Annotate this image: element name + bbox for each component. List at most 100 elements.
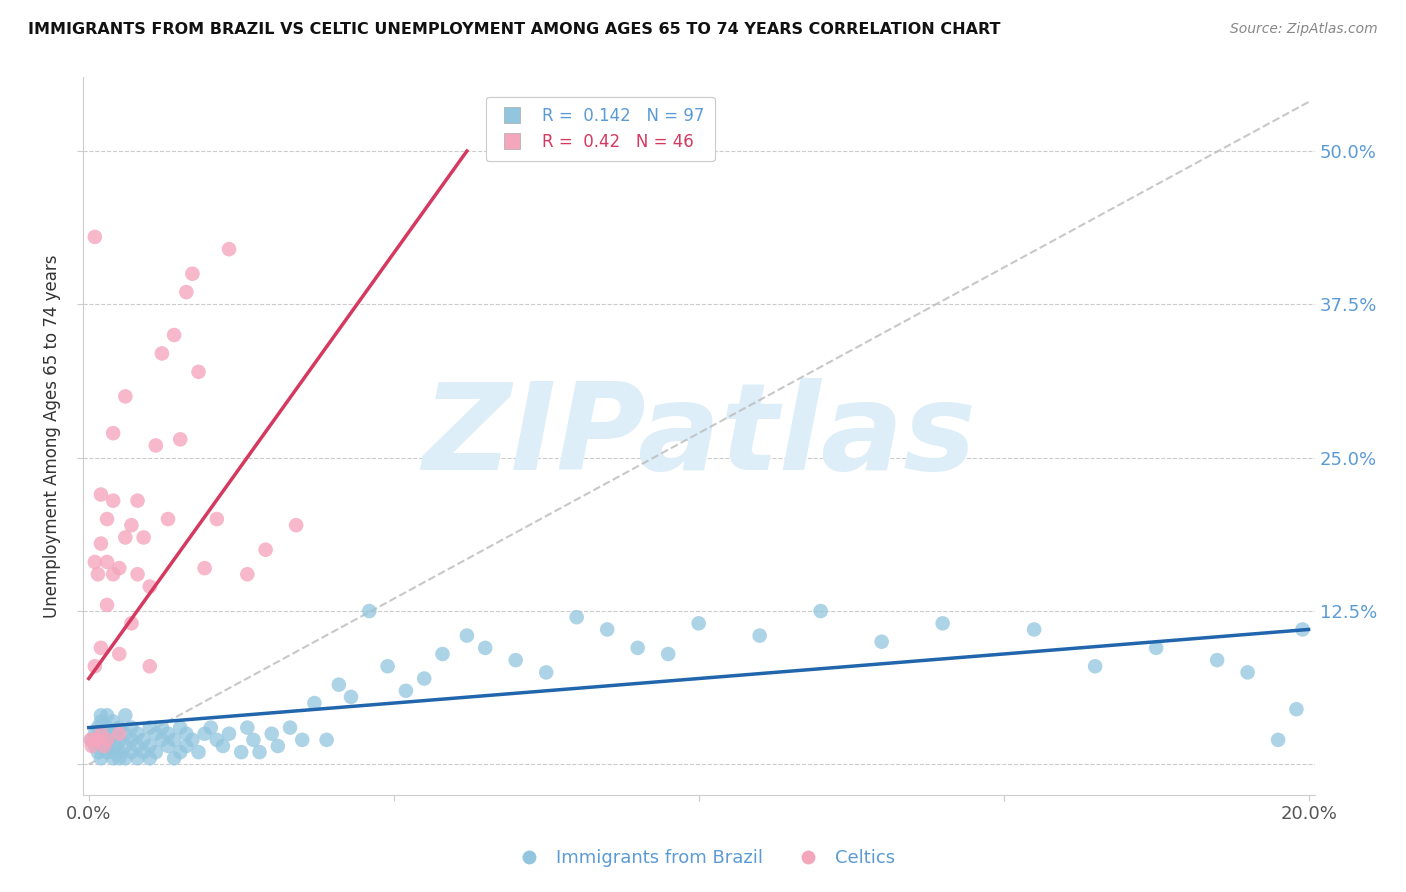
Point [101,727,124,741]
Point [145,727,167,741]
Point [657,647,679,661]
Point [114,531,136,545]
Point [83,739,105,753]
Point [96,555,118,569]
Point [87,732,110,747]
Point [181,267,204,281]
Point [157,739,180,753]
Text: Source: ZipAtlas.com: Source: ZipAtlas.com [1230,22,1378,37]
Point [101,714,124,729]
Point [101,493,124,508]
Point [139,659,162,673]
Point [285,518,308,533]
Point [98,732,121,747]
Point [108,745,131,759]
Point [194,727,217,741]
Point [395,683,418,698]
Point [157,512,180,526]
Point [101,751,124,765]
Point [139,721,162,735]
Point [139,751,162,765]
Point [90,714,112,729]
Point [96,721,118,735]
Point [340,690,363,704]
Point [145,438,167,452]
Point [176,285,198,299]
Point [90,727,112,741]
Point [145,745,167,759]
Point [132,745,155,759]
Point [80,739,103,753]
Point [120,745,142,759]
Point [688,616,710,631]
Point [1291,623,1313,637]
Point [127,567,149,582]
Point [249,745,271,759]
Point [194,561,217,575]
Point [931,616,953,631]
Point [101,426,124,441]
Point [596,623,619,637]
Point [1206,653,1229,667]
Point [1024,623,1046,637]
Point [260,727,283,741]
Point [90,487,112,501]
Point [108,751,131,765]
Legend: R =  0.142   N = 97, R =  0.42   N = 46: R = 0.142 N = 97, R = 0.42 N = 46 [485,96,714,161]
Point [377,659,399,673]
Point [127,727,149,741]
Point [132,531,155,545]
Point [96,739,118,753]
Point [96,598,118,612]
Point [413,672,436,686]
Point [127,739,149,753]
Point [108,561,131,575]
Text: IMMIGRANTS FROM BRAZIL VS CELTIC UNEMPLOYMENT AMONG AGES 65 TO 74 YEARS CORRELAT: IMMIGRANTS FROM BRAZIL VS CELTIC UNEMPLO… [28,22,1001,37]
Legend: Immigrants from Brazil, Celtics: Immigrants from Brazil, Celtics [503,842,903,874]
Point [242,732,264,747]
Point [169,745,191,759]
Point [212,739,235,753]
Point [114,751,136,765]
Point [90,640,112,655]
Point [90,751,112,765]
Point [96,727,118,741]
Point [120,616,142,631]
Point [120,518,142,533]
Point [83,659,105,673]
Point [505,653,527,667]
Point [96,732,118,747]
Point [187,745,209,759]
Point [432,647,454,661]
Text: ZIPatlas: ZIPatlas [422,377,976,495]
Point [139,580,162,594]
Y-axis label: Unemployment Among Ages 65 to 74 years: Unemployment Among Ages 65 to 74 years [44,254,60,618]
Point [101,567,124,582]
Point [96,708,118,723]
Point [139,739,162,753]
Point [108,732,131,747]
Point [810,604,832,618]
Point [93,739,115,753]
Point [169,721,191,735]
Point [278,721,301,735]
Point [127,751,149,765]
Point [114,727,136,741]
Point [1236,665,1258,680]
Point [315,732,337,747]
Point [114,708,136,723]
Point [108,647,131,661]
Point [80,732,103,747]
Point [90,708,112,723]
Point [176,739,198,753]
Point [105,739,128,753]
Point [114,739,136,753]
Point [304,696,326,710]
Point [328,678,350,692]
Point [163,328,186,343]
Point [83,230,105,244]
Point [120,721,142,735]
Point [169,433,191,447]
Point [127,493,149,508]
Point [236,567,259,582]
